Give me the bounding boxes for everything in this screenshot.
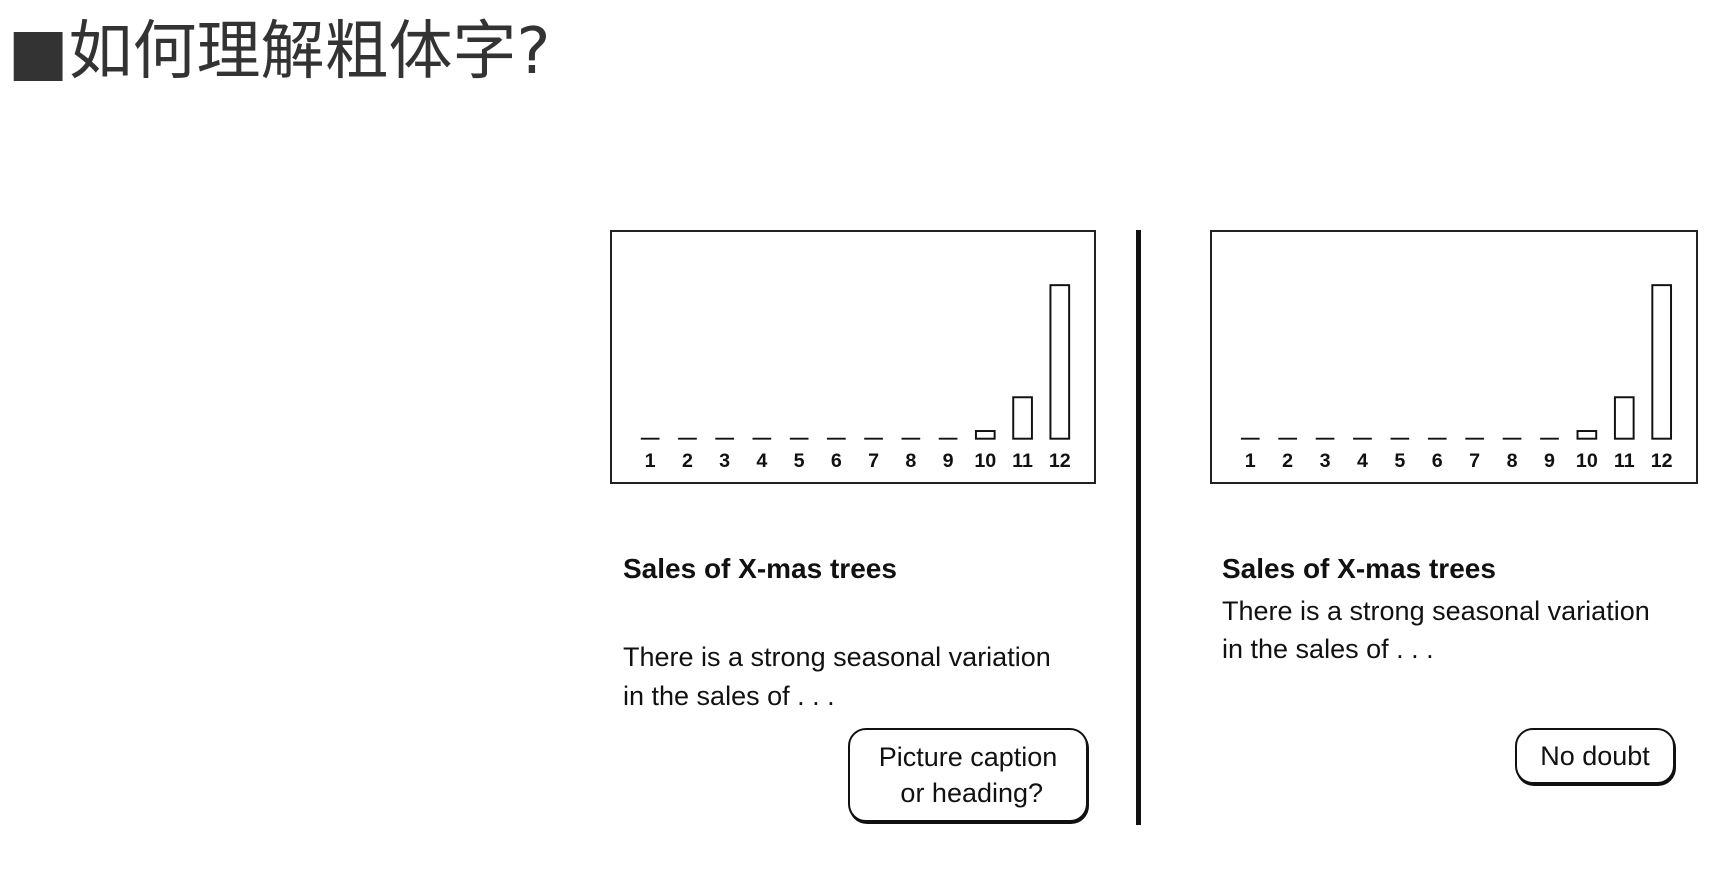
right-heading: Sales of X-mas trees	[1222, 553, 1496, 584]
tick-label-right-4: 4	[1357, 450, 1368, 472]
bar-chart-right: 1 2 3 4 5 6 7 8 9 10 11 12	[1210, 230, 1698, 484]
bar-left-11	[1012, 396, 1033, 440]
tick-label-left-12: 12	[1049, 450, 1071, 472]
tick-label-left-6: 6	[831, 450, 842, 472]
tick-label-right-12: 12	[1651, 450, 1673, 472]
bar-left-10	[974, 430, 996, 440]
tick-label-right-3: 3	[1320, 450, 1331, 472]
tick-label-left-8: 8	[905, 450, 916, 472]
tick-label-left-5: 5	[794, 450, 805, 472]
tick-label-right-6: 6	[1432, 450, 1443, 472]
right-body-line-1: There is a strong seasonal variation	[1222, 596, 1650, 626]
tick-label-right-2: 2	[1282, 450, 1293, 472]
tick-label-right-5: 5	[1394, 450, 1405, 472]
tick-label-left-3: 3	[719, 450, 730, 472]
tick-label-right-11: 11	[1614, 450, 1635, 472]
right-callout-text: No doubt	[1540, 741, 1650, 771]
tick-label-right-1: 1	[1245, 450, 1256, 472]
bar-chart-right-svg: 1 2 3 4 5 6 7 8 9 10 11 12	[1240, 284, 1673, 472]
tick-label-left-9: 9	[943, 450, 954, 472]
tick-label-right-7: 7	[1469, 450, 1480, 472]
right-body-line-2: in the sales of . . .	[1222, 634, 1434, 664]
tick-label-right-9: 9	[1544, 450, 1555, 472]
bar-chart-left-svg: 1 2 3 4 5 6 7 8 9 10 11 12	[640, 284, 1071, 472]
left-callout-bubble: Picture caption or heading?	[848, 728, 1088, 822]
left-body-line-2: in the sales of . . .	[623, 681, 835, 711]
left-body-line-1: There is a strong seasonal variation	[623, 642, 1051, 672]
bar-right-10	[1576, 430, 1598, 440]
tick-label-right-10: 10	[1576, 450, 1598, 472]
tick-label-left-2: 2	[682, 450, 693, 472]
bar-left-12	[1049, 284, 1071, 440]
tick-label-right-8: 8	[1507, 450, 1518, 472]
tick-label-left-7: 7	[868, 450, 879, 472]
bar-chart-left: 1 2 3 4 5 6 7 8 9 10 11 12	[610, 230, 1096, 484]
tick-label-left-1: 1	[645, 450, 656, 472]
tick-label-left-4: 4	[756, 450, 767, 472]
left-heading: Sales of X-mas trees	[623, 553, 897, 584]
bar-right-11	[1613, 396, 1635, 440]
bar-right-12	[1651, 284, 1673, 440]
tick-label-left-11: 11	[1012, 450, 1033, 472]
right-callout-bubble: No doubt	[1515, 728, 1675, 784]
left-callout-text: Picture caption or heading?	[878, 742, 1058, 808]
slide-title: ■如何理解粗体字?	[8, 15, 551, 89]
tick-label-left-10: 10	[974, 450, 996, 472]
panel-divider	[1136, 230, 1141, 825]
